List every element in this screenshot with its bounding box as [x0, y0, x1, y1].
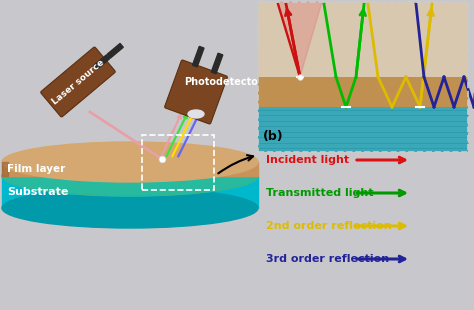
Polygon shape — [278, 2, 322, 77]
Bar — [258, 2, 468, 152]
Text: Transmitted light: Transmitted light — [266, 188, 374, 198]
Ellipse shape — [2, 156, 258, 196]
Ellipse shape — [188, 110, 204, 118]
Polygon shape — [93, 55, 109, 70]
Polygon shape — [2, 162, 258, 176]
Text: 2nd order reflection: 2nd order reflection — [266, 221, 392, 231]
FancyBboxPatch shape — [164, 60, 228, 124]
Text: 3rd order reflection: 3rd order reflection — [266, 254, 389, 264]
Polygon shape — [107, 43, 123, 58]
Text: (b): (b) — [263, 130, 283, 143]
Text: Film layer: Film layer — [7, 164, 65, 174]
Polygon shape — [211, 53, 223, 74]
Text: Photodetector: Photodetector — [185, 77, 264, 87]
Polygon shape — [2, 162, 8, 176]
Bar — [258, 77, 468, 107]
Ellipse shape — [2, 188, 258, 228]
FancyBboxPatch shape — [41, 47, 115, 117]
Text: Incident light: Incident light — [266, 155, 349, 165]
Text: Laser source: Laser source — [50, 58, 106, 106]
Text: Substrate: Substrate — [7, 187, 68, 197]
Ellipse shape — [2, 156, 258, 196]
Polygon shape — [2, 176, 258, 208]
Polygon shape — [192, 46, 204, 67]
Bar — [142, 135, 214, 190]
Bar — [258, 107, 468, 152]
Ellipse shape — [2, 142, 258, 182]
Bar — [258, 2, 468, 77]
